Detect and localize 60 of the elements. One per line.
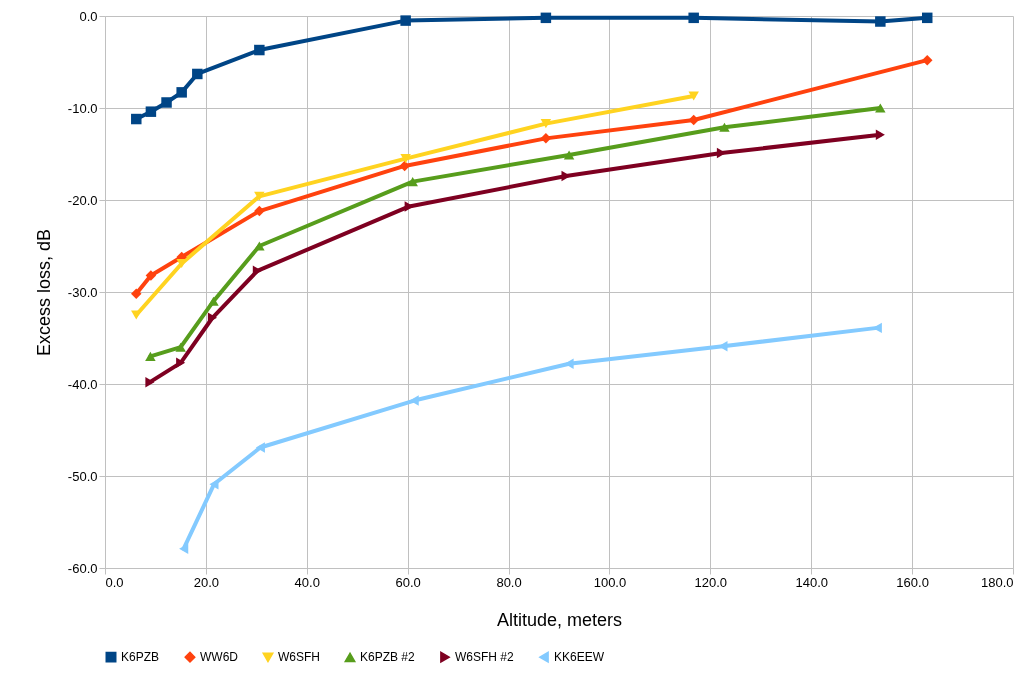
point	[407, 177, 418, 187]
point	[875, 103, 886, 113]
point	[145, 106, 157, 117]
point	[540, 119, 552, 129]
point	[254, 241, 265, 251]
y-tick-label: 0.0	[79, 8, 98, 24]
point	[145, 351, 156, 361]
point	[922, 54, 933, 66]
point	[254, 191, 265, 201]
point	[922, 12, 933, 24]
point	[179, 543, 189, 554]
x-tick-label: 60.0	[395, 574, 421, 590]
x-tick-label: 40.0	[294, 574, 320, 590]
y-tick-label: -40.0	[67, 376, 98, 392]
point	[176, 357, 186, 369]
y-tick-label: -30.0	[67, 284, 98, 300]
y-tick-label: -10.0	[67, 100, 98, 116]
x-tick-label: 180.0	[980, 574, 1014, 590]
point	[540, 12, 552, 24]
point	[254, 44, 265, 56]
point	[719, 122, 730, 132]
point	[209, 479, 219, 490]
point	[400, 154, 411, 164]
legend-label: WW6D	[200, 650, 239, 665]
x-axis-title: Altitude, meters	[496, 609, 623, 630]
point	[688, 12, 699, 24]
point	[192, 68, 203, 80]
y-tick-label: -20.0	[67, 192, 98, 208]
legend-label: K6PZB #2	[360, 650, 416, 665]
x-tick-label: 160.0	[896, 574, 929, 590]
x-tick-label: 20.0	[193, 574, 220, 590]
x-tick-label: 120.0	[694, 574, 728, 590]
y-tick-label: -50.0	[67, 468, 98, 484]
point	[131, 288, 142, 300]
x-tick-label: 100.0	[593, 574, 627, 590]
point	[688, 114, 699, 126]
legend-label: W6SFH	[278, 650, 320, 665]
legend-label: K6PZB	[121, 650, 160, 665]
point	[563, 150, 575, 160]
point	[175, 342, 186, 352]
point	[145, 270, 157, 281]
point	[176, 87, 187, 98]
x-tick-label: 140.0	[795, 574, 828, 590]
point	[161, 97, 172, 108]
legend-label: W6SFH #2	[455, 650, 515, 665]
point	[208, 296, 219, 306]
y-axis-title: Excess loss, dB	[33, 228, 54, 357]
point	[875, 129, 885, 140]
point	[875, 16, 886, 27]
point	[688, 91, 699, 101]
point	[255, 442, 265, 453]
point	[400, 15, 411, 26]
x-tick-label: 0.0	[105, 574, 124, 590]
point	[131, 113, 142, 125]
legend-label: KK6EEW	[554, 650, 605, 665]
point	[145, 376, 155, 388]
y-tick-label: -60.0	[67, 560, 98, 576]
x-tick-label: 80.0	[496, 574, 522, 590]
point	[207, 312, 217, 323]
point	[254, 205, 265, 217]
